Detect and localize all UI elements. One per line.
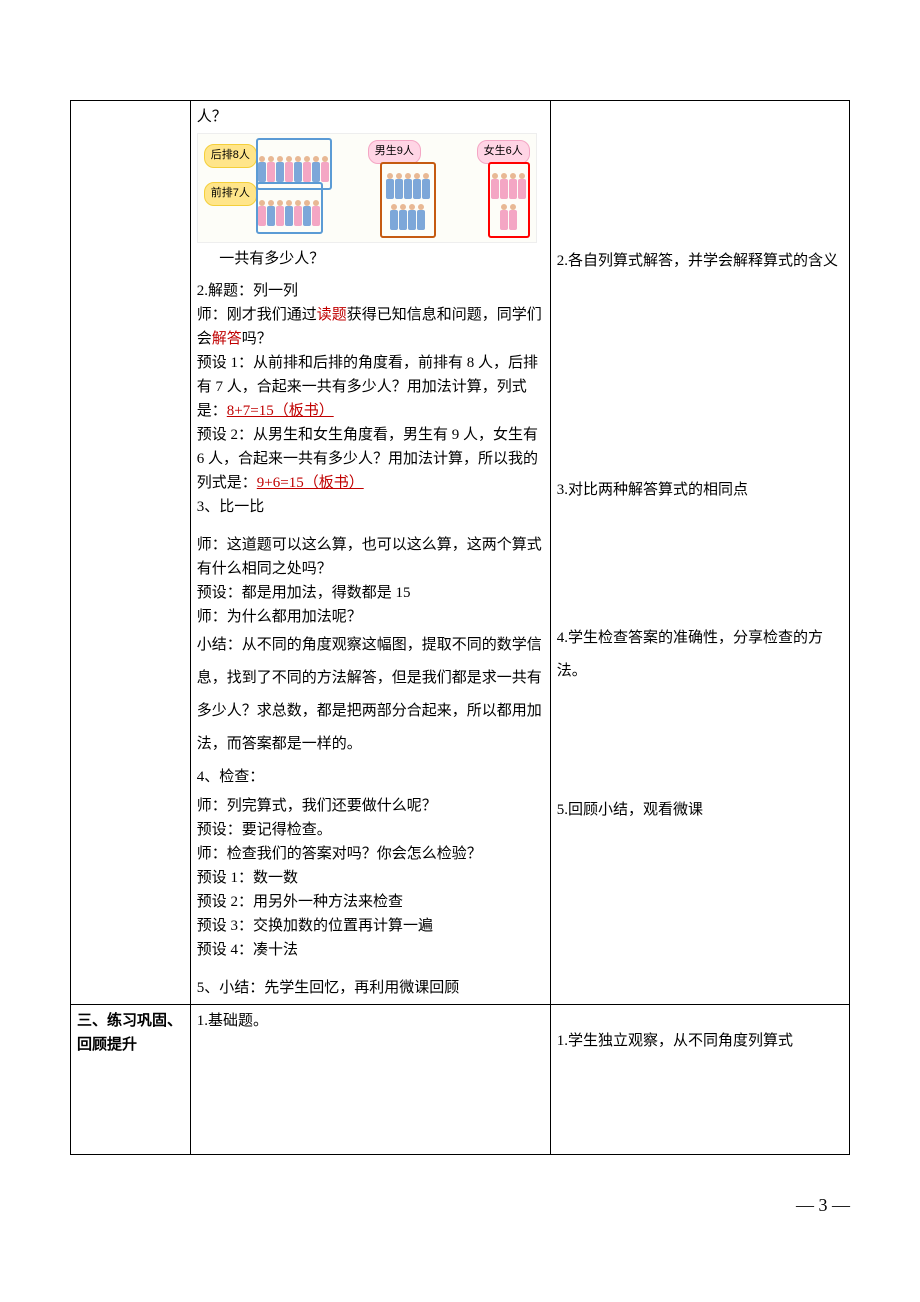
page-number: — 3 —	[70, 1195, 850, 1216]
preset-1-eq: 8+7=15（板书）	[227, 403, 334, 419]
t1-red1: 读题	[317, 307, 347, 323]
t1-p1: 师：刚才我们通过	[197, 307, 317, 323]
bubble-girls: 女生6人	[477, 140, 530, 164]
row1-col2: 人？ 后排8人 前排7人 男生9人 女生6人 一共有多少人？ 2.	[190, 101, 550, 1005]
line-2-solve-title: 2.解题：列一列	[197, 279, 544, 303]
preset-2-text: 预设 2：从男生和女生角度看，男生有 9 人，女生有 6 人，合起来一共有多少人…	[197, 427, 538, 491]
row-practice: 三、练习巩固、回顾提升 1.基础题。 1.学生独立观察，从不同角度列算式	[71, 1005, 850, 1155]
compare-why: 师：为什么都用加法呢？	[197, 605, 544, 629]
row2-col2: 1.基础题。	[190, 1005, 550, 1155]
check-preset-0: 预设：要记得检查。	[197, 818, 544, 842]
bubble-back-row: 后排8人	[204, 144, 257, 168]
summary-text: 小结：从不同的角度观察这幅图，提取不同的数学信息，找到了不同的方法解答，但是我们…	[197, 629, 544, 761]
note-4: 4.学生检查答案的准确性，分享检查的方法。	[557, 622, 843, 688]
check-teacher-2: 师：检查我们的答案对吗？你会怎么检验？	[197, 842, 544, 866]
check-preset-1: 预设 1：数一数	[197, 866, 544, 890]
bubble-boys: 男生9人	[368, 140, 421, 164]
row2-col1: 三、练习巩固、回顾提升	[71, 1005, 191, 1155]
illustration-caption: 一共有多少人？	[197, 247, 544, 271]
group-girls	[488, 162, 530, 238]
check-preset-4: 预设 4：凑十法	[197, 938, 544, 962]
t1-p3: 吗？	[242, 331, 272, 347]
compare-preset: 预设：都是用加法，得数都是 15	[197, 581, 544, 605]
line-4-check-title: 4、检查：	[197, 761, 544, 794]
preset-2-eq: 9+6=15（板书）	[257, 475, 364, 491]
note-3: 3.对比两种解答算式的相同点	[557, 478, 843, 502]
line-3-compare-title: 3、比一比	[197, 495, 544, 519]
check-preset-3: 预设 3：交换加数的位置再计算一遍	[197, 914, 544, 938]
line-5-summary: 5、小结：先学生回忆，再利用微课回顾	[197, 976, 544, 1000]
preset-2: 预设 2：从男生和女生角度看，男生有 9 人，女生有 6 人，合起来一共有多少人…	[197, 423, 544, 495]
row-main: 人？ 后排8人 前排7人 男生9人 女生6人 一共有多少人？ 2.	[71, 101, 850, 1005]
t1-red2: 解答	[212, 331, 242, 347]
practice-note-1: 1.学生独立观察，从不同角度列算式	[557, 1029, 843, 1053]
row1-col1	[71, 101, 191, 1005]
preset-1: 预设 1：从前排和后排的角度看，前排有 8 人，后排有 7 人，合起来一共有多少…	[197, 351, 544, 423]
illustration: 后排8人 前排7人 男生9人 女生6人 一共有多少人？	[197, 133, 544, 271]
group-front-row	[256, 182, 323, 234]
row1-col3: 2.各自列算式解答，并学会解释算式的含义 3.对比两种解答算式的相同点 4.学生…	[550, 101, 849, 1005]
row2-col3: 1.学生独立观察，从不同角度列算式	[550, 1005, 849, 1155]
bubble-front-row: 前排7人	[204, 182, 257, 206]
check-teacher: 师：列完算式，我们还要做什么呢？	[197, 794, 544, 818]
note-2: 2.各自列算式解答，并学会解释算式的含义	[557, 245, 843, 278]
note-5: 5.回顾小结，观看微课	[557, 798, 843, 822]
compare-teacher: 师：这道题可以这么算，也可以这么算，这两个算式有什么相同之处吗？	[197, 533, 544, 581]
line-question: 人？	[197, 105, 544, 129]
illustration-inner: 后排8人 前排7人 男生9人 女生6人	[197, 133, 537, 243]
group-boys	[380, 162, 436, 238]
lesson-plan-table: 人？ 后排8人 前排7人 男生9人 女生6人 一共有多少人？ 2.	[70, 100, 850, 1155]
check-preset-2: 预设 2：用另外一种方法来检查	[197, 890, 544, 914]
practice-basic: 1.基础题。	[197, 1009, 544, 1033]
line-teacher-1: 师：刚才我们通过读题获得已知信息和问题，同学们会解答吗？	[197, 303, 544, 351]
